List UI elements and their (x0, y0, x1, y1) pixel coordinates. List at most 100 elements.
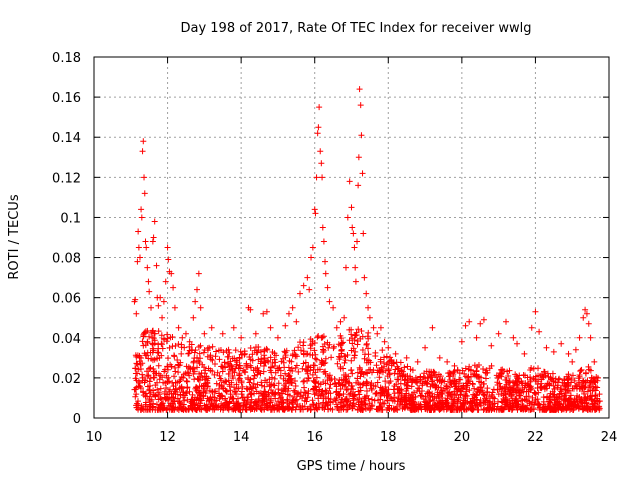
data-point (337, 318, 344, 325)
data-point (319, 174, 326, 181)
data-point (454, 367, 461, 374)
data-point (300, 282, 307, 289)
data-point (318, 160, 325, 167)
data-point (446, 373, 453, 380)
data-point (577, 367, 584, 374)
data-point (368, 396, 375, 403)
data-point (164, 366, 171, 373)
data-point (444, 358, 451, 365)
data-point (532, 391, 539, 398)
data-point (577, 403, 584, 410)
data-point (576, 385, 583, 392)
data-point (180, 374, 187, 381)
data-point (408, 383, 415, 390)
data-point (152, 370, 159, 377)
data-point (563, 382, 570, 389)
data-point (276, 403, 283, 410)
data-point (211, 371, 218, 378)
data-point (136, 352, 143, 359)
data-point (578, 366, 585, 373)
data-point (201, 346, 208, 353)
data-point (302, 359, 309, 366)
data-point (429, 402, 436, 409)
data-point (141, 330, 148, 337)
data-point (301, 397, 308, 404)
data-point (558, 340, 565, 347)
data-point (195, 343, 202, 350)
data-point (581, 404, 588, 411)
data-point (191, 405, 198, 412)
data-point (464, 374, 471, 381)
data-point (447, 379, 454, 386)
data-point (596, 398, 603, 405)
data-point (454, 388, 461, 395)
data-point (349, 370, 356, 377)
data-point (218, 382, 225, 389)
data-point (349, 395, 356, 402)
data-point (150, 365, 157, 372)
data-point (555, 394, 562, 401)
data-point (147, 365, 154, 372)
data-point (484, 385, 491, 392)
data-point (308, 254, 315, 261)
data-point (390, 406, 397, 413)
data-point (371, 397, 378, 404)
data-point (577, 396, 584, 403)
data-point (246, 353, 253, 360)
data-point (144, 264, 151, 271)
data-point (282, 322, 289, 329)
data-point (467, 404, 474, 411)
data-point (461, 392, 468, 399)
data-point (169, 400, 176, 407)
data-point (521, 384, 528, 391)
y-tick-label: 0.16 (52, 91, 81, 106)
data-point (569, 358, 576, 365)
data-point (291, 397, 298, 404)
data-point (364, 379, 371, 386)
data-point (132, 296, 139, 303)
data-point (150, 403, 157, 410)
data-point (349, 335, 356, 342)
data-point (422, 344, 429, 351)
data-point (333, 324, 340, 331)
data-point (151, 330, 158, 337)
data-point (308, 406, 315, 413)
data-point (474, 403, 481, 410)
data-point (394, 376, 401, 383)
data-point (486, 399, 493, 406)
data-point (266, 383, 273, 390)
data-point (248, 391, 255, 398)
data-point (395, 365, 402, 372)
data-point (434, 389, 441, 396)
data-point (247, 345, 254, 352)
data-point (354, 396, 361, 403)
data-point (528, 324, 535, 331)
data-point (357, 366, 364, 373)
x-tick-label: 10 (86, 430, 103, 445)
data-point (343, 386, 350, 393)
data-point (466, 363, 473, 370)
data-point (146, 386, 153, 393)
data-point (579, 377, 586, 384)
data-point (300, 351, 307, 358)
data-point (467, 398, 474, 405)
data-point (412, 374, 419, 381)
data-point (544, 393, 551, 400)
data-point (138, 384, 145, 391)
data-point (424, 400, 431, 407)
data-point (421, 403, 428, 410)
data-point (133, 360, 140, 367)
data-point (550, 348, 557, 355)
data-point (196, 360, 203, 367)
data-point (594, 374, 601, 381)
data-point (422, 393, 429, 400)
data-point (569, 385, 576, 392)
data-point (231, 405, 238, 412)
data-point (402, 403, 409, 410)
data-point (239, 383, 246, 390)
data-point (442, 385, 449, 392)
data-point (175, 324, 182, 331)
data-point (153, 262, 160, 269)
data-point (505, 405, 512, 412)
data-point (374, 369, 381, 376)
